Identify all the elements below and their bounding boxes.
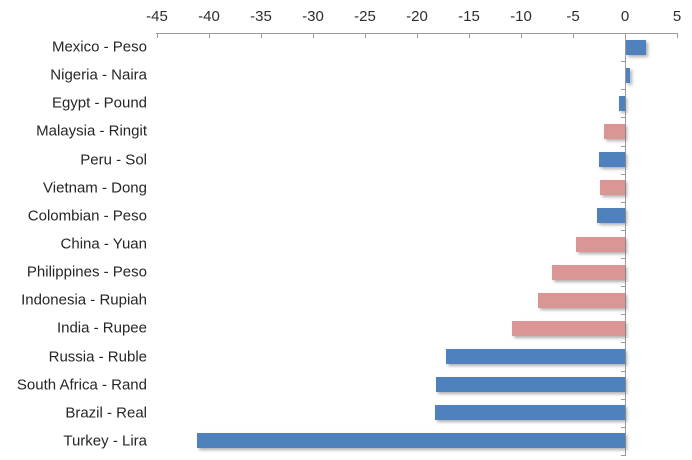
value-axis-tick — [469, 33, 470, 38]
bar-nigeria-naira — [626, 67, 631, 83]
value-axis-tick-label: -5 — [566, 8, 580, 25]
bar-philippines-peso — [552, 264, 625, 280]
category-label: Vietnam - Dong — [43, 179, 147, 197]
category-label: Egypt - Pound — [51, 94, 147, 112]
category-axis-tick — [621, 342, 626, 344]
category-axis-tick — [621, 426, 626, 428]
category-axis-tick — [621, 314, 626, 316]
value-axis-tick-label: -25 — [354, 8, 376, 25]
value-axis-tick-label: -40 — [198, 8, 220, 25]
value-axis-tick-label: -20 — [406, 8, 428, 25]
bar-india-rupee — [511, 320, 625, 336]
value-axis-tick-label: 5 — [672, 8, 682, 25]
value-axis-tick — [521, 33, 522, 38]
category-axis-tick — [621, 286, 626, 288]
value-axis-tick — [677, 33, 678, 38]
category-axis-tick — [621, 370, 626, 372]
bar-russia-ruble — [446, 349, 625, 365]
category-axis-tick — [621, 117, 626, 119]
value-axis-tick-label: -35 — [250, 8, 272, 25]
bar-vietnam-dong — [600, 180, 625, 196]
bar-malaysia-ringit — [604, 123, 625, 139]
bar-colombian-peso — [596, 208, 625, 224]
category-label: Russia - Ruble — [48, 348, 147, 366]
category-label: China - Yuan — [60, 235, 147, 253]
value-axis-tick-label: -45 — [146, 8, 168, 25]
category-axis-tick — [621, 173, 626, 175]
bar-indonesia-rupiah — [537, 292, 625, 308]
category-label: Philippines - Peso — [26, 263, 147, 281]
category-axis-tick — [621, 398, 626, 400]
category-label: India - Rupee — [56, 319, 147, 337]
category-label: Colombian - Peso — [27, 207, 147, 225]
category-axis-tick — [621, 258, 626, 260]
bar-peru-sol — [599, 152, 625, 168]
bar-egypt-pound — [618, 95, 625, 111]
bar-turkey-lira — [196, 433, 625, 449]
category-label: Peru - Sol — [80, 151, 147, 169]
category-label: Brazil - Real — [65, 404, 147, 422]
value-axis-tick — [417, 33, 418, 38]
value-axis-tick-label: 0 — [620, 8, 630, 25]
category-axis-tick — [621, 61, 626, 63]
category-label: Nigeria - Naira — [50, 66, 147, 84]
category-axis-tick — [621, 89, 626, 91]
category-label: Mexico - Peso — [51, 38, 147, 56]
value-axis-tick-label: -10 — [510, 8, 532, 25]
category-label: Indonesia - Rupiah — [21, 291, 147, 309]
value-axis-tick — [157, 33, 158, 38]
category-axis-tick — [621, 201, 626, 203]
value-axis-tick — [209, 33, 210, 38]
bar-mexico-peso — [626, 39, 646, 55]
value-axis-tick — [313, 33, 314, 38]
category-axis-line — [625, 33, 626, 455]
value-axis-tick-label: -15 — [458, 8, 480, 25]
value-axis-tick — [261, 33, 262, 38]
category-axis-tick — [621, 145, 626, 147]
bar-south-africa-rand — [435, 377, 625, 393]
bar-brazil-real — [434, 405, 625, 421]
value-axis-tick — [365, 33, 366, 38]
category-label: South Africa - Rand — [16, 376, 147, 394]
bar-china-yuan — [576, 236, 625, 252]
category-label: Malaysia - Ringit — [36, 122, 147, 140]
category-axis-tick — [621, 229, 626, 231]
category-axis-tick — [621, 455, 626, 456]
category-label: Turkey - Lira — [63, 432, 147, 450]
value-axis-tick — [573, 33, 574, 38]
value-axis-tick-label: -30 — [302, 8, 324, 25]
